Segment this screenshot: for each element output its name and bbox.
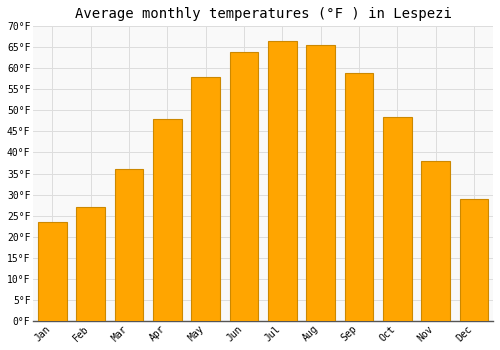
Bar xyxy=(306,45,335,321)
Bar xyxy=(230,51,258,321)
Bar xyxy=(268,41,296,321)
Bar xyxy=(38,222,67,321)
Title: Average monthly temperatures (°F ) in Lespezi: Average monthly temperatures (°F ) in Le… xyxy=(74,7,452,21)
Bar xyxy=(114,169,144,321)
Bar xyxy=(344,72,374,321)
Bar xyxy=(76,207,105,321)
Bar xyxy=(383,117,412,321)
Bar xyxy=(460,199,488,321)
Bar xyxy=(421,161,450,321)
Bar xyxy=(153,119,182,321)
Bar xyxy=(192,77,220,321)
